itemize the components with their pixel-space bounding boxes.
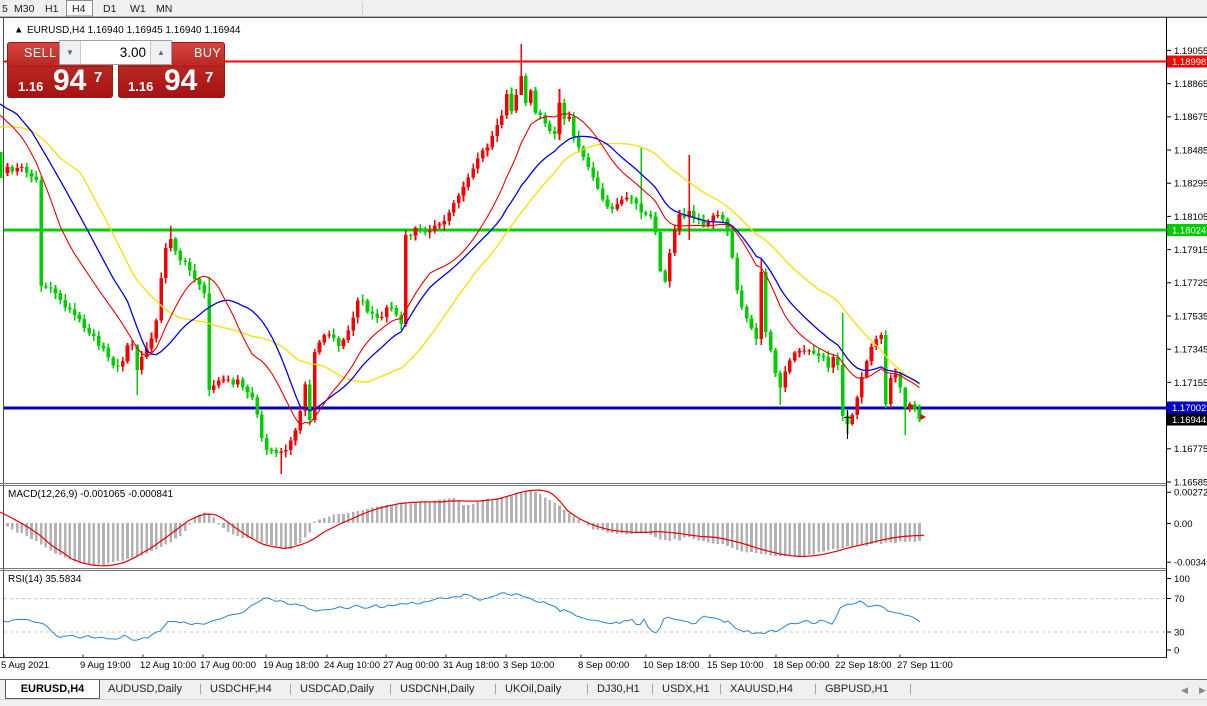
svg-text:8 Sep 00:00: 8 Sep 00:00 bbox=[578, 660, 629, 671]
svg-text:-0.003451: -0.003451 bbox=[1174, 558, 1207, 569]
svg-text:22 Sep 18:00: 22 Sep 18:00 bbox=[835, 660, 892, 671]
svg-text:1.18485: 1.18485 bbox=[1174, 145, 1207, 156]
svg-text:1.16944: 1.16944 bbox=[1172, 415, 1206, 426]
svg-text:5: 5 bbox=[2, 3, 8, 15]
svg-text:W1: W1 bbox=[130, 3, 146, 15]
svg-text:1.18998: 1.18998 bbox=[1172, 57, 1206, 68]
svg-text:1.17535: 1.17535 bbox=[1174, 311, 1207, 322]
svg-text:100: 100 bbox=[1174, 574, 1190, 585]
svg-text:H4: H4 bbox=[72, 3, 86, 15]
svg-text:1.19055: 1.19055 bbox=[1174, 46, 1207, 57]
svg-text:RSI(14) 35.5834: RSI(14) 35.5834 bbox=[8, 574, 82, 585]
svg-text:30: 30 bbox=[1174, 627, 1185, 638]
svg-text:1.18295: 1.18295 bbox=[1174, 179, 1207, 190]
svg-text:1.16775: 1.16775 bbox=[1174, 444, 1207, 455]
svg-text:1.18675: 1.18675 bbox=[1174, 112, 1207, 123]
svg-text:MACD(12,26,9) -0.001065 -0.000: MACD(12,26,9) -0.001065 -0.000841 bbox=[8, 489, 174, 500]
svg-text:27 Sep 11:00: 27 Sep 11:00 bbox=[897, 660, 953, 671]
svg-text:24 Aug 10:00: 24 Aug 10:00 bbox=[324, 660, 380, 671]
svg-text:17 Aug 00:00: 17 Aug 00:00 bbox=[200, 660, 256, 671]
svg-text:31 Aug 18:00: 31 Aug 18:00 bbox=[443, 660, 499, 671]
svg-text:10 Sep 18:00: 10 Sep 18:00 bbox=[643, 660, 700, 671]
svg-text:1.17725: 1.17725 bbox=[1174, 278, 1207, 289]
svg-text:3 Sep 10:00: 3 Sep 10:00 bbox=[503, 660, 554, 671]
svg-text:1.16585: 1.16585 bbox=[1174, 477, 1207, 488]
svg-text:9 Aug 19:00: 9 Aug 19:00 bbox=[80, 660, 131, 671]
svg-text:18 Sep 00:00: 18 Sep 00:00 bbox=[773, 660, 830, 671]
svg-text:EURUSD,H4 1.16940 1.16945 1.16: EURUSD,H4 1.16940 1.16945 1.16940 1.1694… bbox=[27, 25, 241, 36]
svg-text:MN: MN bbox=[156, 3, 172, 15]
svg-text:0.002726: 0.002726 bbox=[1174, 488, 1207, 499]
svg-text:1.17155: 1.17155 bbox=[1174, 378, 1207, 389]
svg-text:1.18024: 1.18024 bbox=[1172, 225, 1206, 236]
svg-text:1.17915: 1.17915 bbox=[1174, 245, 1207, 256]
svg-text:1.18105: 1.18105 bbox=[1174, 212, 1207, 223]
svg-text:1.18865: 1.18865 bbox=[1174, 79, 1207, 90]
svg-text:19 Aug 18:00: 19 Aug 18:00 bbox=[263, 660, 319, 671]
svg-text:D1: D1 bbox=[103, 3, 117, 15]
svg-text:15 Sep 10:00: 15 Sep 10:00 bbox=[707, 660, 764, 671]
svg-text:H1: H1 bbox=[45, 3, 59, 15]
svg-text:1.17345: 1.17345 bbox=[1174, 345, 1207, 356]
svg-text:▲: ▲ bbox=[14, 25, 23, 36]
svg-text:12 Aug 10:00: 12 Aug 10:00 bbox=[140, 660, 196, 671]
svg-text:1.17002: 1.17002 bbox=[1172, 403, 1206, 414]
svg-text:5 Aug 2021: 5 Aug 2021 bbox=[1, 660, 49, 671]
svg-text:70: 70 bbox=[1174, 594, 1185, 605]
svg-text:27 Aug 00:00: 27 Aug 00:00 bbox=[383, 660, 439, 671]
svg-text:M30: M30 bbox=[14, 3, 35, 15]
svg-text:0: 0 bbox=[1174, 645, 1179, 656]
svg-text:0.00: 0.00 bbox=[1174, 519, 1193, 530]
